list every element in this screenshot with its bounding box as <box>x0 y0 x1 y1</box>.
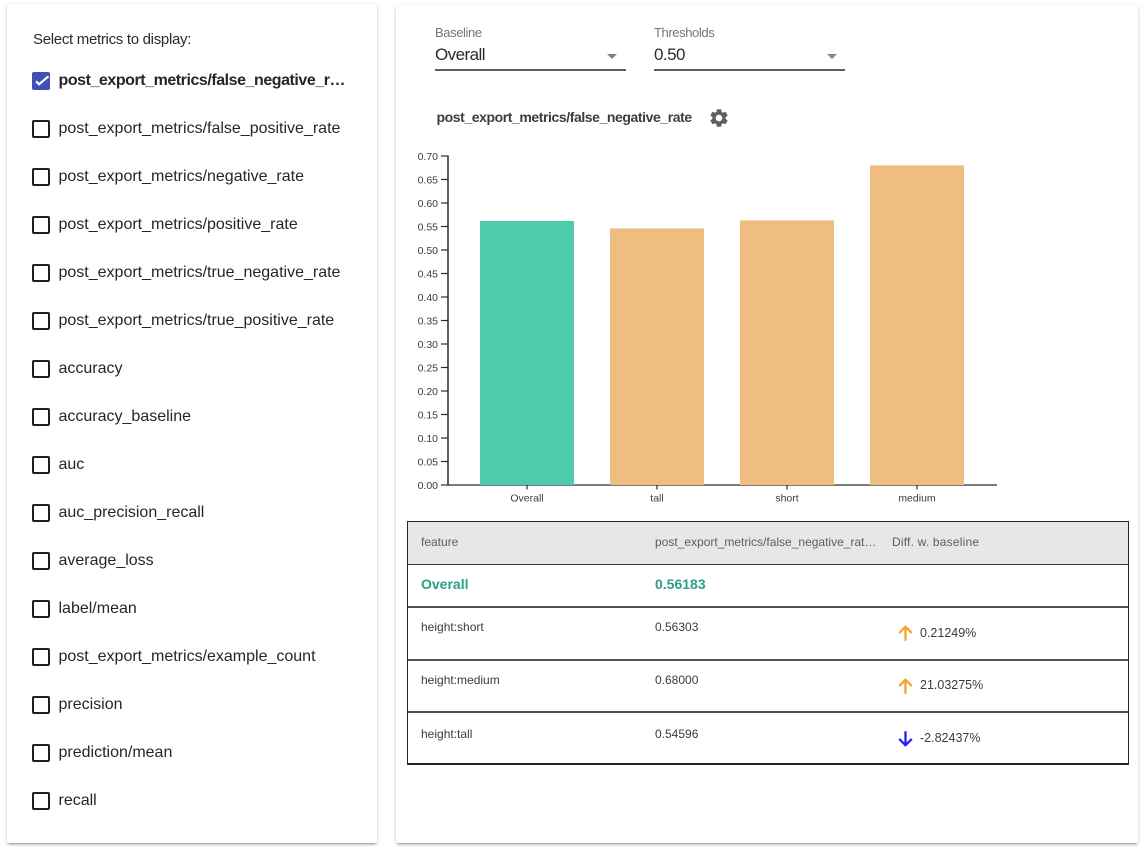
svg-text:0.70: 0.70 <box>418 151 439 163</box>
svg-text:0.45: 0.45 <box>418 268 439 280</box>
svg-text:0.55: 0.55 <box>418 221 439 233</box>
svg-text:short: short <box>775 493 798 505</box>
svg-text:0.40: 0.40 <box>418 292 439 304</box>
svg-text:0.35: 0.35 <box>418 315 439 327</box>
svg-text:0.15: 0.15 <box>418 409 439 421</box>
svg-text:Overall: Overall <box>510 493 543 505</box>
svg-text:0.20: 0.20 <box>418 386 439 398</box>
svg-text:0.00: 0.00 <box>418 480 439 492</box>
svg-text:0.25: 0.25 <box>418 362 439 374</box>
svg-text:0.10: 0.10 <box>418 433 439 445</box>
svg-text:0.50: 0.50 <box>418 245 439 257</box>
svg-text:tall: tall <box>650 493 663 505</box>
svg-text:0.30: 0.30 <box>418 339 439 351</box>
svg-text:0.60: 0.60 <box>418 198 439 210</box>
svg-text:0.05: 0.05 <box>418 456 439 468</box>
svg-text:0.65: 0.65 <box>418 174 439 186</box>
svg-text:medium: medium <box>898 493 936 505</box>
